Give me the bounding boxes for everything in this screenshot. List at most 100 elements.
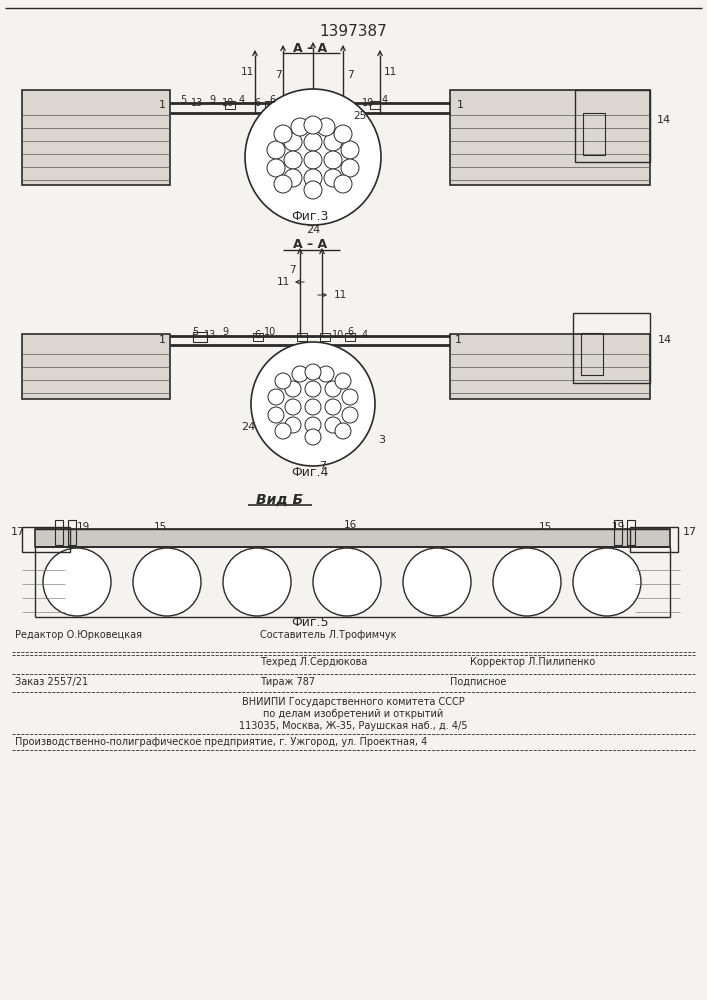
Text: 6: 6 — [254, 330, 260, 340]
Text: 10: 10 — [332, 330, 344, 340]
Text: 11: 11 — [240, 67, 254, 77]
Text: 16: 16 — [344, 520, 356, 530]
Text: 19: 19 — [76, 522, 90, 532]
Text: 15: 15 — [153, 522, 167, 532]
Circle shape — [275, 423, 291, 439]
Circle shape — [305, 399, 321, 415]
Text: 1: 1 — [158, 335, 165, 345]
Circle shape — [304, 151, 322, 169]
Text: 11: 11 — [383, 67, 397, 77]
Text: 25: 25 — [354, 111, 367, 121]
Circle shape — [325, 417, 341, 433]
Circle shape — [275, 373, 291, 389]
Text: Фиг.4: Фиг.4 — [291, 466, 329, 479]
Text: 11: 11 — [276, 277, 290, 287]
Circle shape — [284, 169, 302, 187]
Text: 5: 5 — [180, 95, 186, 105]
Bar — [573, 313, 650, 383]
Circle shape — [274, 175, 292, 193]
Circle shape — [284, 151, 302, 169]
Bar — [450, 334, 650, 399]
Text: Фиг.5: Фиг.5 — [291, 615, 329, 629]
Bar — [583, 113, 605, 155]
Bar — [581, 333, 603, 375]
Text: 14: 14 — [658, 335, 672, 345]
Text: 24: 24 — [306, 225, 320, 235]
Bar — [193, 332, 207, 342]
Bar — [627, 520, 635, 545]
Bar — [253, 333, 263, 341]
Circle shape — [334, 175, 352, 193]
Text: 1397387: 1397387 — [319, 24, 387, 39]
Text: 10: 10 — [222, 98, 234, 108]
Circle shape — [304, 169, 322, 187]
Text: 13: 13 — [204, 330, 216, 340]
Text: 14: 14 — [657, 115, 671, 125]
Text: 13: 13 — [191, 98, 203, 108]
Circle shape — [268, 407, 284, 423]
Text: 3: 3 — [378, 435, 385, 445]
Text: Подписное: Подписное — [450, 677, 506, 687]
Circle shape — [324, 151, 342, 169]
Circle shape — [324, 169, 342, 187]
Circle shape — [267, 141, 285, 159]
Circle shape — [493, 548, 561, 616]
Text: 5: 5 — [192, 327, 198, 337]
Bar — [630, 527, 678, 552]
Bar — [345, 333, 355, 341]
Circle shape — [304, 181, 322, 199]
Text: 19: 19 — [612, 522, 624, 532]
Circle shape — [342, 389, 358, 405]
Bar — [22, 527, 70, 552]
Bar — [320, 333, 330, 341]
Bar — [68, 520, 76, 545]
Circle shape — [334, 125, 352, 143]
Circle shape — [292, 366, 308, 382]
Circle shape — [341, 159, 359, 177]
Circle shape — [317, 118, 335, 136]
Bar — [22, 334, 170, 399]
Bar — [575, 90, 650, 162]
Circle shape — [335, 373, 351, 389]
Circle shape — [335, 423, 351, 439]
Bar — [265, 101, 275, 109]
Text: Техред Л.Сердюкова: Техред Л.Сердюкова — [260, 657, 368, 667]
Circle shape — [342, 407, 358, 423]
Text: Вид Б: Вид Б — [257, 493, 303, 507]
Text: 6: 6 — [347, 327, 353, 337]
Text: 4: 4 — [362, 330, 368, 340]
Circle shape — [313, 548, 381, 616]
Circle shape — [223, 548, 291, 616]
Circle shape — [291, 118, 309, 136]
Text: 7: 7 — [346, 70, 354, 80]
Bar — [55, 520, 63, 545]
Text: 6: 6 — [269, 95, 275, 105]
Text: 7: 7 — [320, 461, 327, 471]
Circle shape — [325, 381, 341, 397]
Text: 4: 4 — [239, 95, 245, 105]
Circle shape — [251, 342, 375, 466]
Text: Составитель Л.Трофимчук: Составитель Л.Трофимчук — [260, 630, 397, 640]
Text: 4: 4 — [382, 95, 388, 105]
Text: 17: 17 — [683, 527, 697, 537]
Text: 9: 9 — [209, 95, 215, 105]
Text: Редактор О.Юрковецкая: Редактор О.Юрковецкая — [15, 630, 142, 640]
Text: 25: 25 — [315, 343, 329, 353]
Circle shape — [403, 548, 471, 616]
Text: 113035, Москва, Ж-35, Раушская наб., д. 4/5: 113035, Москва, Ж-35, Раушская наб., д. … — [239, 721, 467, 731]
Bar — [370, 101, 380, 109]
Text: 9: 9 — [222, 327, 228, 337]
Text: 7: 7 — [288, 265, 296, 275]
Bar — [225, 101, 235, 109]
Circle shape — [304, 133, 322, 151]
Circle shape — [304, 116, 322, 134]
Circle shape — [324, 133, 342, 151]
Text: А – А: А – А — [293, 238, 327, 251]
Circle shape — [318, 366, 334, 382]
Text: 17: 17 — [11, 527, 25, 537]
Bar — [450, 90, 650, 185]
Text: 6: 6 — [254, 98, 260, 108]
Circle shape — [284, 133, 302, 151]
Text: 10: 10 — [264, 327, 276, 337]
Text: Фиг.3: Фиг.3 — [291, 210, 329, 223]
